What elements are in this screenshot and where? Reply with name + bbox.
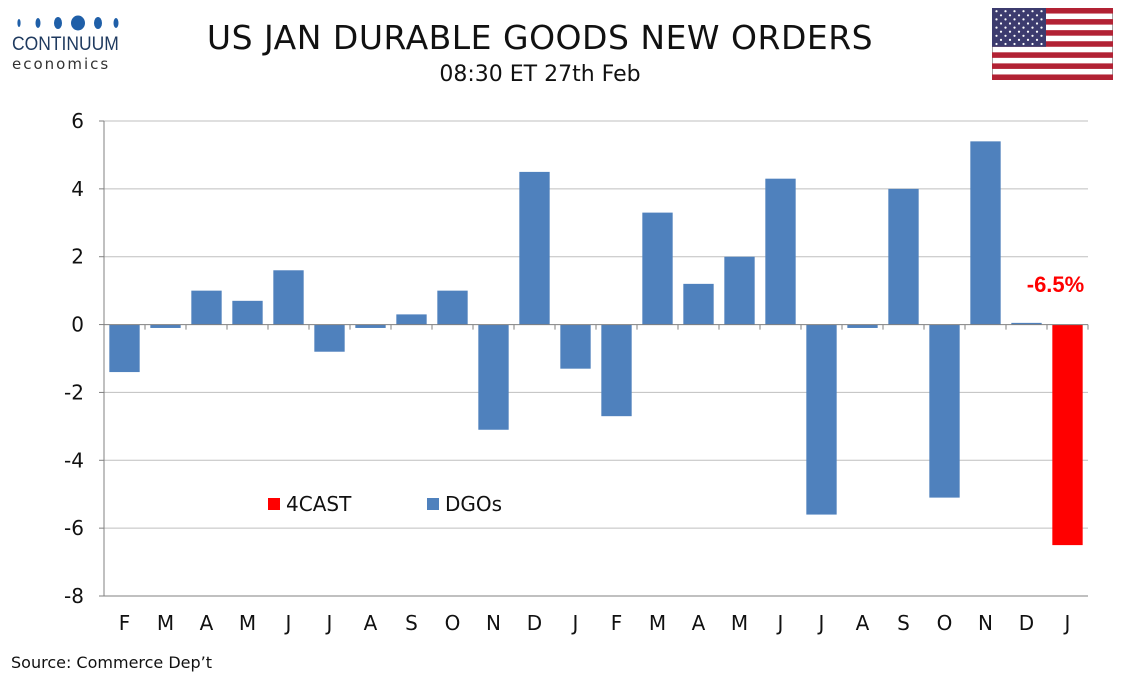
y-tick-label: -4 (64, 448, 84, 472)
logo-name: CONTINUUM (12, 34, 119, 55)
legend-swatch (268, 498, 280, 510)
y-tick-label: 2 (71, 245, 84, 269)
x-tick-label: M (649, 611, 666, 635)
x-tick-label: M (157, 611, 174, 635)
y-tick-label: 6 (71, 109, 84, 133)
bar-dgos (314, 324, 345, 352)
bar-dgos (232, 300, 263, 325)
x-tick-label: F (611, 611, 623, 635)
bar-dgos (191, 290, 222, 325)
bar-dgos (642, 212, 673, 325)
logo-sub: economics (12, 55, 111, 73)
page-subtitle: 08:30 ET 27th Feb (439, 62, 641, 87)
x-tick-label: J (325, 611, 333, 635)
bar-dgos (273, 270, 304, 325)
y-tick-label: -6 (64, 516, 84, 540)
legend-label: 4CAST (286, 492, 352, 516)
bar-dgos (970, 141, 1001, 325)
x-tick-label: N (486, 611, 501, 635)
us-flag-icon (992, 8, 1113, 80)
continuum-economics-logo: CONTINUUM economics (12, 14, 142, 73)
x-tick-label: A (200, 611, 214, 635)
chart-axes (99, 120, 1089, 597)
logo-dots-icon (17, 15, 119, 31)
bar-dgos (806, 324, 837, 515)
bar-dgos (929, 324, 960, 498)
bar-dgos (478, 324, 509, 430)
x-tick-label: O (445, 611, 461, 635)
bar-dgos (847, 324, 878, 328)
x-tick-label: A (364, 611, 378, 635)
bar-dgos (355, 324, 386, 328)
y-tick-label: -8 (64, 584, 84, 608)
x-tick-label: A (856, 611, 870, 635)
bar-dgos (109, 324, 140, 373)
bar-dgos (560, 324, 591, 369)
y-tick-label: -2 (64, 380, 84, 404)
bar-dgos (519, 171, 550, 325)
x-tick-label: J (571, 611, 579, 635)
x-tick-label: M (731, 611, 748, 635)
bar-dgos (888, 188, 919, 325)
x-tick-label: J (284, 611, 292, 635)
source-note: Source: Commerce Dep’t (11, 653, 213, 672)
page-title: US JAN DURABLE GOODS NEW ORDERS (206, 18, 874, 57)
x-tick-label: S (897, 611, 910, 635)
x-tick-label: J (817, 611, 825, 635)
bar-dgos (437, 290, 468, 325)
legend-swatch (427, 498, 439, 510)
forecast-callout: -6.5% (1027, 272, 1084, 297)
chart-bars (109, 141, 1083, 546)
chart-legend: 4CAST DGOs (268, 492, 502, 516)
x-tick-label: D (527, 611, 542, 635)
y-tick-label: 4 (71, 177, 84, 201)
chart-labels: 6 4 2 0 -2 -4 -6 -8 F M A M J J A S O N D J F M A M J J A S O N D J -6.5… (64, 109, 1084, 635)
bar-dgos (1011, 322, 1042, 325)
x-tick-label: D (1019, 611, 1034, 635)
x-tick-label: N (978, 611, 993, 635)
x-tick-label: S (405, 611, 418, 635)
x-tick-label: J (776, 611, 784, 635)
x-tick-label: M (239, 611, 256, 635)
x-tick-label: J (1063, 611, 1071, 635)
x-tick-label: O (937, 611, 953, 635)
bar-dgos (724, 256, 755, 325)
bar-dgos (765, 178, 796, 325)
bar-dgos (683, 283, 714, 325)
y-tick-label: 0 (71, 313, 84, 337)
legend-label: DGOs (445, 492, 502, 516)
bar-dgos (601, 324, 632, 417)
x-tick-label: F (119, 611, 131, 635)
bar-dgos (150, 324, 181, 328)
x-tick-label: A (692, 611, 706, 635)
bar-4cast (1052, 324, 1083, 546)
bar-dgos (396, 314, 427, 325)
